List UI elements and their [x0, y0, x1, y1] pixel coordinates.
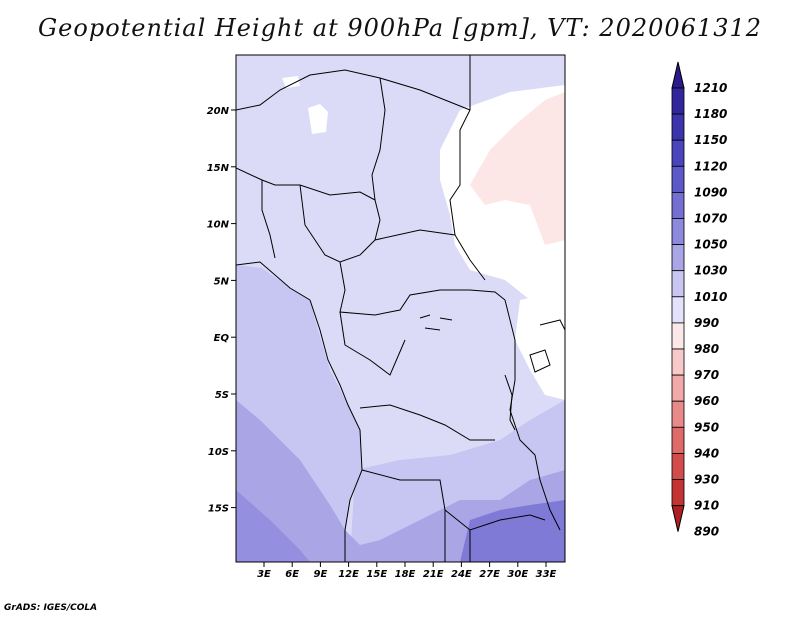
country-borders [236, 55, 565, 562]
colorbar-swatch [671, 322, 685, 350]
lat-label: 15N [207, 163, 230, 174]
colorbar-label: 1090 [694, 185, 727, 199]
latitude-axis: 20N 15N 10N 5N EQ 5S 10S 15S [207, 106, 236, 515]
colorbar-swatch [671, 165, 685, 193]
colorbar-label: 910 [694, 499, 719, 513]
colorbar-swatch [671, 244, 685, 272]
colorbar-swatch [671, 87, 685, 115]
colorbar-label: 980 [694, 342, 719, 356]
lon-label: 33E [536, 569, 557, 580]
colorbar-label: 1210 [694, 81, 727, 95]
colorbar-label: 990 [694, 316, 719, 330]
colorbar-label: 1180 [694, 107, 727, 121]
colorbar-label: 1010 [694, 290, 727, 304]
colorbar-swatch [671, 400, 685, 428]
colorbar-swatch [671, 479, 685, 507]
border-line [309, 299, 363, 562]
lat-label: 15S [208, 504, 229, 515]
lon-label: 9E [314, 569, 328, 580]
longitude-axis: 3E 6E 9E 12E 15E 18E 21E 24E 27E 30E 33E [257, 562, 557, 580]
lat-label: 5N [214, 276, 230, 287]
colorbar-swatch [671, 270, 685, 298]
colorbar-label: 930 [694, 473, 719, 487]
border-line [236, 261, 311, 301]
lon-label: 21E [423, 569, 444, 580]
colorbar-top-arrow [671, 61, 685, 89]
lon-label: 18E [395, 569, 416, 580]
colorbar-label: 1030 [694, 264, 727, 278]
border-line [339, 261, 506, 316]
border-line [361, 469, 546, 531]
colorbar-label: 1050 [694, 238, 727, 252]
lat-label: 5S [215, 390, 229, 401]
colorbar-swatch [671, 113, 685, 141]
field-1070-southeast [460, 500, 565, 562]
colorbar-swatch [671, 218, 685, 246]
border-line [236, 69, 471, 111]
lat-label: EQ [214, 333, 230, 344]
lat-label: 10S [208, 447, 229, 458]
lon-label: 3E [257, 569, 271, 580]
field-980-region [470, 92, 565, 245]
grads-credit: GrADS: IGES/COLA [4, 603, 98, 613]
border-line [359, 404, 495, 441]
map-title: Geopotential Height at 900hPa [gpm], VT:… [38, 14, 762, 42]
lon-label: 30E [507, 569, 528, 580]
colorbar-label: 890 [694, 525, 719, 539]
colorbar-swatch [671, 452, 685, 480]
lon-label: 15E [366, 569, 387, 580]
border-line [504, 374, 516, 431]
field-990-spot-northwest [282, 76, 300, 88]
colorbar-label: 1070 [694, 212, 727, 226]
lat-label: 20N [207, 106, 230, 117]
colorbar-label: 1150 [694, 133, 727, 147]
field-990-region-east [515, 290, 565, 400]
field-1070-south [236, 490, 310, 562]
lat-label: 10N [207, 220, 230, 231]
colorbar-swatch [671, 348, 685, 376]
lon-label: 6E [285, 569, 299, 580]
colorbar-swatch [671, 426, 685, 454]
border-line [339, 311, 406, 376]
border-line [261, 180, 276, 259]
lon-label: 27E [479, 569, 500, 580]
colorbar-swatch [671, 139, 685, 167]
colorbar-label: 940 [694, 446, 719, 460]
colorbar-swatch [671, 191, 685, 219]
border-line [449, 55, 486, 281]
border-line [539, 319, 565, 331]
colorbar-label: 960 [694, 394, 719, 408]
map-frame [235, 54, 566, 563]
border-line [419, 314, 453, 331]
lon-label: 12E [338, 569, 359, 580]
colorbar-label: 950 [694, 420, 719, 434]
border-line [371, 77, 386, 201]
border-line [529, 349, 551, 373]
border-line [236, 167, 381, 241]
colorbar-bottom-arrow [671, 505, 685, 532]
colorbar: 1210 1180 1150 1120 1090 1070 1050 1030 1010 990 9… [671, 61, 727, 539]
field-990-spot-north [308, 104, 328, 134]
border-line [299, 184, 456, 263]
colorbar-swatch [671, 374, 685, 402]
colorbar-swatch [671, 296, 685, 324]
lon-label: 24E [451, 569, 472, 580]
border-line [504, 299, 561, 531]
colorbar-label: 970 [694, 368, 719, 382]
colorbar-label: 1120 [694, 159, 727, 173]
